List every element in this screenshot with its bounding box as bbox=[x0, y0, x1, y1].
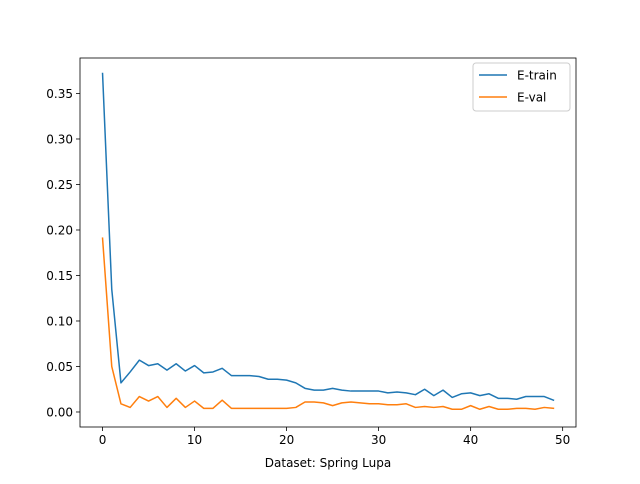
series-line-e-val bbox=[101, 237, 555, 411]
x-tick-label: 30 bbox=[371, 433, 386, 447]
x-tick-label: 0 bbox=[99, 433, 107, 447]
series-line-e-train bbox=[101, 72, 555, 402]
y-tick-label: 0.30 bbox=[46, 132, 73, 146]
plot-frame bbox=[79, 57, 577, 428]
legend: E-train E-val bbox=[472, 62, 571, 112]
y-tick-label: 0.10 bbox=[46, 314, 73, 328]
y-tick-label: 0.15 bbox=[46, 269, 73, 283]
x-tick-label: 50 bbox=[555, 433, 570, 447]
legend-label: E-val bbox=[517, 91, 546, 105]
y-tick-label: 0.25 bbox=[46, 178, 73, 192]
x-axis-label: Dataset: Spring Lupa bbox=[265, 456, 391, 470]
y-tick-label: 0.05 bbox=[46, 360, 73, 374]
x-tick-label: 40 bbox=[463, 433, 478, 447]
y-tick-label: 0.20 bbox=[46, 223, 73, 237]
series-layer bbox=[101, 72, 555, 411]
y-tick-label: 0.00 bbox=[46, 405, 73, 419]
axes-layer: 0 10 20 30 40 50 0.00 0.05 0.10 0.15 0.20 0.25 0.30 0… bbox=[46, 57, 577, 447]
x-tick-label: 20 bbox=[279, 433, 294, 447]
x-tick-label: 10 bbox=[187, 433, 202, 447]
y-tick-label: 0.35 bbox=[46, 87, 73, 101]
legend-label: E-train bbox=[517, 69, 557, 83]
